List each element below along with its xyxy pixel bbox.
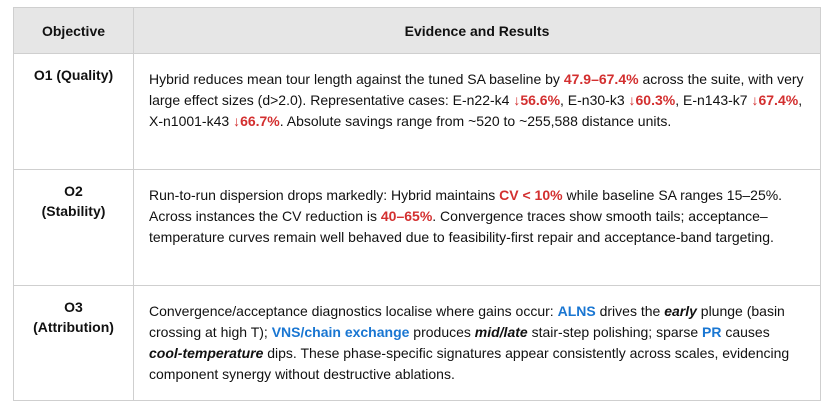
- evidence-text: Convergence/acceptance diagnostics local…: [149, 303, 558, 319]
- evidence-text: dips. These phase-specific signatures ap…: [149, 345, 790, 382]
- highlight-text: ↓60.3%: [628, 92, 676, 108]
- highlight-text: mid/late: [474, 324, 528, 340]
- objective-cell: O2 (Stability): [13, 169, 134, 286]
- highlight-text: cool-temperature: [149, 345, 264, 361]
- highlight-text: PR: [702, 324, 722, 340]
- highlight-text: ↓66.7%: [233, 113, 280, 129]
- evidence-text: . Absolute savings range from ~520 to ~2…: [279, 113, 672, 129]
- objective-sublabel: (Stability): [41, 203, 106, 219]
- table-row: O1 (Quality) Hybrid reduces mean tour le…: [13, 53, 821, 170]
- objective-label: O2: [64, 183, 83, 199]
- evidence-text: . Convergence traces show smooth tails; …: [149, 208, 774, 245]
- evidence-text: Hybrid reduces mean tour length against …: [149, 71, 564, 87]
- evidence-text: across the suite, with very large effect…: [149, 71, 804, 108]
- evidence-text: , X-n1001-k43: [149, 92, 803, 129]
- highlight-text: early: [664, 303, 697, 319]
- highlight-text: ↓56.6%: [513, 92, 561, 108]
- highlight-text: ALNS: [557, 303, 596, 319]
- evidence-cell: Convergence/acceptance diagnostics local…: [133, 285, 821, 401]
- evidence-text: causes: [721, 324, 770, 340]
- objective-header: Objective: [13, 7, 134, 54]
- objective-cell: O3 (Attribution): [13, 285, 134, 401]
- objective-cell: O1 (Quality): [13, 53, 134, 170]
- evidence-text: stair-step polishing; sparse: [527, 324, 702, 340]
- highlight-text: 40–65%: [380, 208, 433, 224]
- evidence-header: Evidence and Results: [133, 7, 821, 54]
- evidence-text: , E-n30-k3: [560, 92, 629, 108]
- objectives-table: Objective Evidence and Results O1 (Quali…: [13, 7, 821, 401]
- objective-sublabel: (Attribution): [33, 319, 114, 335]
- evidence-text: drives the: [595, 303, 665, 319]
- evidence-text: , E-n143-k7: [675, 92, 752, 108]
- evidence-text: while baseline SA ranges 15–25%. Across …: [149, 187, 783, 224]
- evidence-text: Run-to-run dispersion drops markedly: Hy…: [149, 187, 500, 203]
- objective-label: O1 (Quality): [33, 67, 114, 83]
- highlight-text: VNS/chain exchange: [271, 324, 410, 340]
- highlight-text: CV < 10%: [499, 187, 563, 203]
- evidence-text: produces: [409, 324, 475, 340]
- objective-label: O3: [64, 299, 83, 315]
- evidence-cell: Run-to-run dispersion drops markedly: Hy…: [133, 169, 821, 286]
- highlight-text: 47.9–67.4%: [563, 71, 639, 87]
- table-row: O3 (Attribution) Convergence/acceptance …: [13, 285, 821, 401]
- highlight-text: ↓67.4%: [751, 92, 799, 108]
- table-row: O2 (Stability) Run-to-run dispersion dro…: [13, 169, 821, 286]
- evidence-text: plunge (basin crossing at high T);: [149, 303, 785, 340]
- evidence-cell: Hybrid reduces mean tour length against …: [133, 53, 821, 170]
